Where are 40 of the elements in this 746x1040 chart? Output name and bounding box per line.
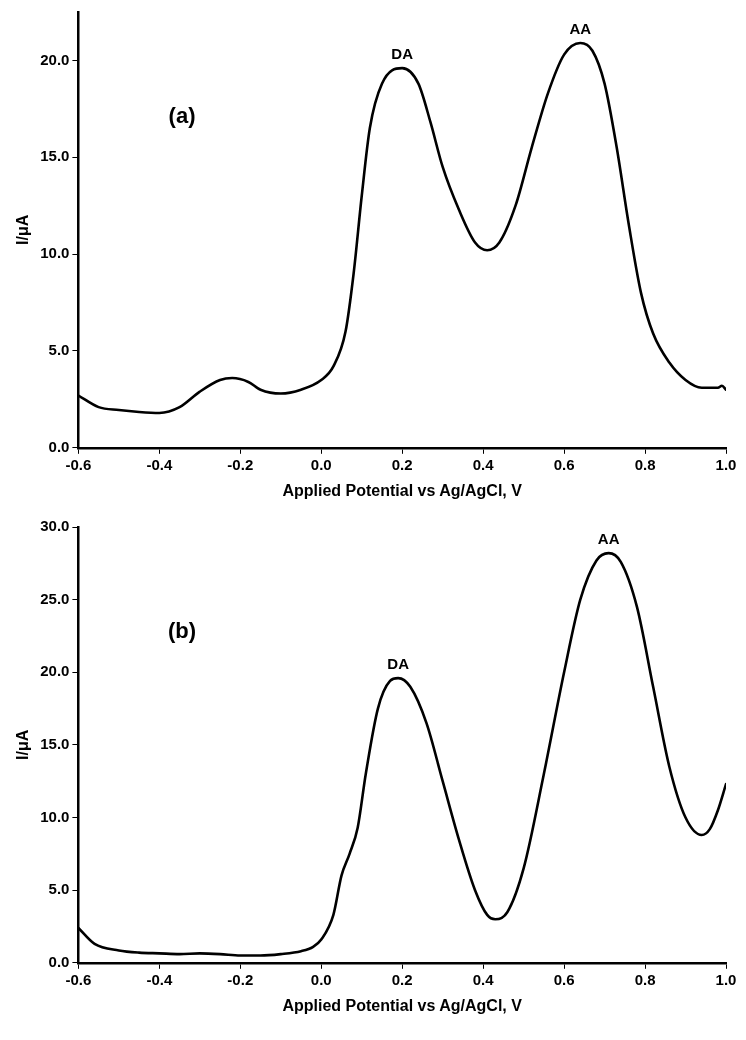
x-tick-label: 0.2 bbox=[391, 455, 413, 473]
y-tick-label: 20.0 bbox=[40, 662, 70, 680]
x-tick-label: 0.8 bbox=[634, 455, 656, 473]
x-tick-label: 0.4 bbox=[472, 970, 495, 988]
x-tick-label: 0.4 bbox=[472, 455, 495, 473]
x-tick-label: -0.6 bbox=[65, 455, 92, 473]
y-tick-label: 15.0 bbox=[40, 735, 70, 753]
x-tick-label: -0.4 bbox=[146, 455, 173, 473]
annotation: DA bbox=[387, 654, 410, 672]
annotation: (b) bbox=[167, 617, 197, 643]
annotation: DA bbox=[391, 44, 414, 62]
x-tick-label: 0.6 bbox=[553, 970, 575, 988]
x-tick-label: 0.6 bbox=[553, 455, 575, 473]
x-tick-label: 1.0 bbox=[715, 455, 737, 473]
x-tick-label: 1.0 bbox=[715, 970, 737, 988]
x-tick-label: 0.8 bbox=[634, 970, 656, 988]
y-tick-label: 0.0 bbox=[48, 952, 70, 970]
y-axis-title: I/μA bbox=[14, 214, 32, 246]
annotation: AA bbox=[597, 529, 620, 547]
x-axis-title: Applied Potential vs Ag/AgCl, V bbox=[282, 481, 523, 499]
x-tick-label: -0.4 bbox=[146, 970, 173, 988]
x-tick-label: 0.2 bbox=[391, 970, 413, 988]
x-tick-label: 0.0 bbox=[310, 455, 332, 473]
y-tick-label: 10.0 bbox=[40, 807, 70, 825]
y-tick-label: 0.0 bbox=[48, 437, 70, 455]
x-tick-label: 0.0 bbox=[310, 970, 332, 988]
x-axis-title: Applied Potential vs Ag/AgCl, V bbox=[282, 996, 523, 1014]
x-tick-label: -0.2 bbox=[227, 970, 254, 988]
x-tick-label: -0.2 bbox=[227, 455, 254, 473]
annotation: (a) bbox=[168, 102, 196, 128]
y-tick-label: 10.0 bbox=[40, 244, 70, 262]
y-tick-label: 30.0 bbox=[40, 517, 70, 535]
annotation: AA bbox=[569, 19, 592, 37]
y-tick-label: 25.0 bbox=[40, 589, 70, 607]
y-tick-label: 20.0 bbox=[40, 50, 70, 68]
y-axis-title: I/μA bbox=[14, 729, 32, 761]
y-tick-label: 15.0 bbox=[40, 147, 70, 165]
y-tick-label: 5.0 bbox=[48, 880, 70, 898]
y-tick-label: 5.0 bbox=[48, 341, 70, 359]
x-tick-label: -0.6 bbox=[65, 970, 92, 988]
